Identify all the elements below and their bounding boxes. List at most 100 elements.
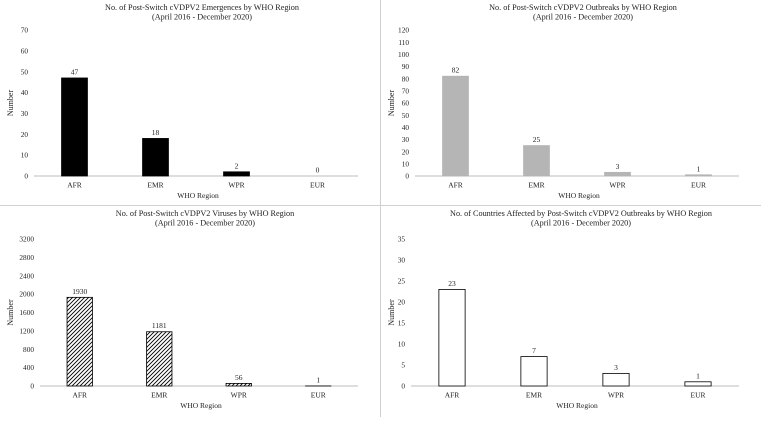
bar-eur [685, 382, 711, 386]
y-tick-label: 15 [398, 319, 406, 328]
y-tick-label: 5 [401, 361, 405, 370]
data-label: 2 [235, 161, 239, 170]
bar-wpr [226, 383, 251, 386]
x-tick-label: WPR [228, 181, 244, 190]
data-label: 3 [616, 162, 620, 171]
data-label: 1 [696, 371, 700, 380]
x-axis-label: WHO Region [177, 191, 219, 200]
bar-emr [147, 332, 172, 386]
data-label: 82 [452, 66, 460, 75]
data-label: 23 [448, 279, 456, 288]
y-tick-label: 35 [398, 235, 406, 244]
bar-afr [67, 297, 92, 386]
bar-emr [524, 146, 550, 176]
x-tick-label: EUR [691, 181, 706, 190]
y-tick-label: 20 [398, 298, 406, 307]
chart-emergences: No. of Post-Switch cVDPV2 Emergences by … [0, 0, 380, 205]
y-tick-label: 120 [398, 26, 409, 35]
x-tick-label: EMR [526, 391, 542, 400]
y-tick-label: 10 [21, 151, 29, 160]
y-tick-label: 40 [402, 123, 410, 132]
bar-wpr [224, 172, 250, 176]
chart-outbreaks: No. of Post-Switch cVDPV2 Outbreaks by W… [381, 0, 761, 205]
data-label: 1930 [72, 287, 87, 296]
x-tick-label: AFR [445, 391, 460, 400]
chart-title: No. of Post-Switch cVDPV2 Outbreaks by W… [489, 3, 677, 12]
y-tick-label: 800 [23, 345, 34, 354]
y-tick-label: 0 [24, 172, 28, 181]
x-tick-label: WPR [608, 391, 624, 400]
x-tick-label: WPR [231, 391, 247, 400]
data-label: 1 [697, 164, 701, 173]
x-tick-label: EUR [691, 391, 706, 400]
y-tick-label: 40 [21, 88, 29, 97]
y-tick-label: 10 [398, 340, 406, 349]
y-tick-label: 20 [21, 130, 29, 139]
y-tick-label: 0 [401, 382, 405, 391]
y-axis-label: Number [6, 299, 15, 326]
bar-eur [686, 175, 712, 176]
bar-wpr [603, 373, 629, 386]
chart-subtitle: (April 2016 - December 2020) [531, 219, 631, 228]
chart-countries: No. of Countries Affected by Post-Switch… [381, 206, 761, 417]
x-axis-label: WHO Region [556, 401, 598, 410]
data-label: 3 [614, 363, 618, 372]
data-label: 18 [152, 128, 160, 137]
x-axis-label: WHO Region [180, 401, 222, 410]
y-tick-label: 3200 [19, 235, 34, 244]
x-axis-label: WHO Region [558, 191, 600, 200]
y-tick-label: 10 [402, 159, 410, 168]
y-tick-label: 30 [402, 135, 410, 144]
x-tick-label: EMR [147, 181, 163, 190]
y-tick-label: 100 [398, 50, 409, 59]
y-tick-label: 30 [21, 109, 29, 118]
bar-wpr [605, 172, 631, 176]
data-label: 56 [235, 373, 243, 382]
data-label: 1 [316, 375, 320, 384]
data-label: 25 [533, 135, 541, 144]
y-tick-label: 30 [398, 256, 406, 265]
chart-subtitle: (April 2016 - December 2020) [155, 219, 255, 228]
y-tick-label: 1200 [19, 326, 34, 335]
bar-emr [521, 357, 547, 386]
data-label: 47 [71, 67, 79, 76]
chart-panel-countries: No. of Countries Affected by Post-Switch… [381, 206, 761, 417]
x-tick-label: AFR [72, 391, 87, 400]
chart-viruses: No. of Post-Switch cVDPV2 Viruses by WHO… [0, 206, 380, 417]
y-tick-label: 50 [402, 111, 410, 120]
y-tick-label: 25 [398, 277, 406, 286]
y-tick-label: 60 [402, 99, 410, 108]
x-tick-label: EUR [311, 391, 326, 400]
bar-afr [62, 78, 88, 176]
y-tick-label: 110 [398, 38, 409, 47]
y-axis-label: Number [6, 90, 15, 117]
y-tick-label: 50 [21, 67, 29, 76]
chart-title: No. of Post-Switch cVDPV2 Emergences by … [105, 3, 299, 12]
bar-afr [439, 289, 465, 386]
bar-afr [443, 76, 469, 176]
chart-panel-emergences: No. of Post-Switch cVDPV2 Emergences by … [0, 0, 380, 205]
chart-subtitle: (April 2016 - December 2020) [533, 13, 633, 22]
x-tick-label: WPR [609, 181, 625, 190]
y-tick-label: 60 [21, 46, 29, 55]
chart-panel-viruses: No. of Post-Switch cVDPV2 Viruses by WHO… [0, 206, 380, 417]
y-tick-label: 90 [402, 62, 410, 71]
chart-title: No. of Post-Switch cVDPV2 Viruses by WHO… [116, 209, 294, 218]
data-label: 1181 [152, 321, 167, 330]
y-tick-label: 400 [23, 363, 34, 372]
y-axis-label: Number [387, 299, 396, 326]
data-label: 0 [316, 166, 320, 175]
y-tick-label: 0 [30, 382, 34, 391]
y-tick-label: 80 [402, 74, 410, 83]
bar-emr [143, 138, 169, 176]
y-tick-label: 0 [405, 172, 409, 181]
y-tick-label: 2000 [19, 290, 34, 299]
chart-panel-outbreaks: No. of Post-Switch cVDPV2 Outbreaks by W… [381, 0, 761, 205]
y-tick-label: 70 [21, 26, 29, 35]
y-tick-label: 1600 [19, 308, 34, 317]
x-tick-label: EMR [151, 391, 167, 400]
chart-title: No. of Countries Affected by Post-Switch… [450, 209, 712, 218]
data-label: 7 [532, 346, 536, 355]
x-tick-label: EUR [310, 181, 325, 190]
